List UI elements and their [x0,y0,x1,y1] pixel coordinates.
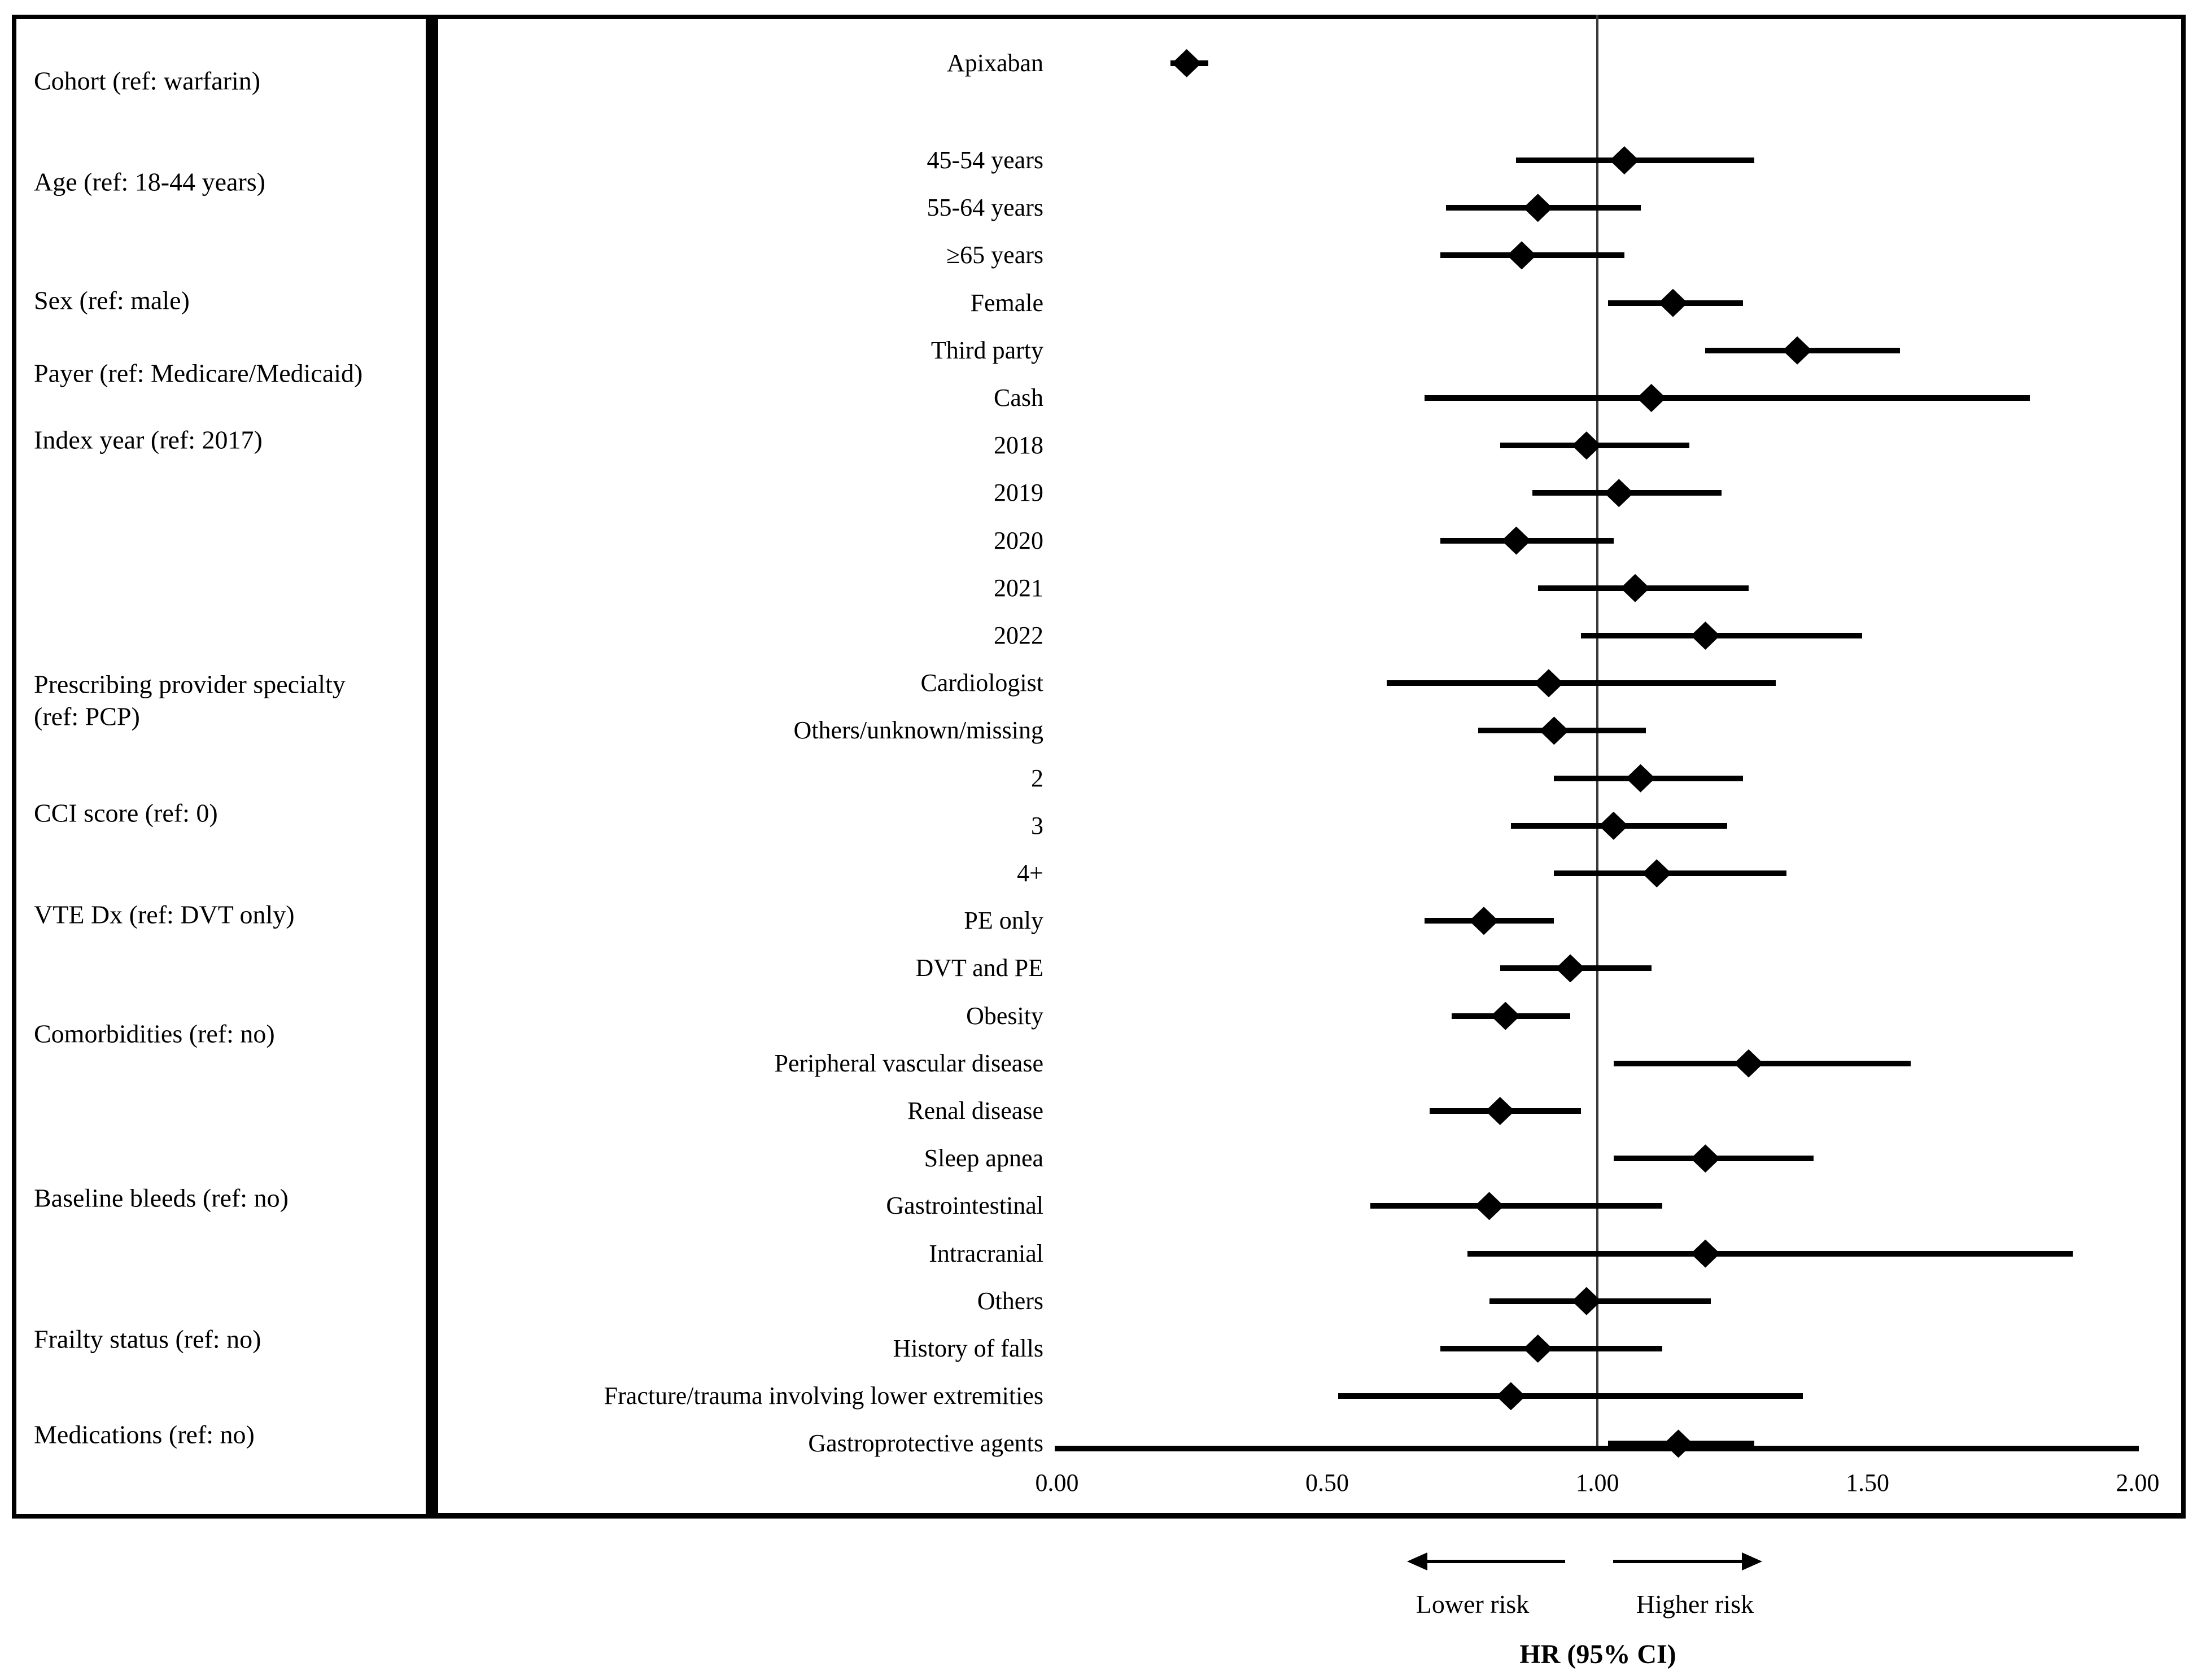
row-label: Gastrointestinal [886,1192,1043,1220]
lower-risk-label: Lower risk [1416,1590,1530,1618]
plot-panel [430,15,2186,1519]
x-tick-label: 1.50 [1846,1469,1889,1497]
higher-risk-label: Higher risk [1636,1590,1754,1618]
category-label: Cohort (ref: warfarin) [34,66,261,95]
lower-risk-arrowhead-icon [1407,1552,1427,1570]
row-label: Apixaban [946,49,1043,77]
category-label: Comorbidities (ref: no) [34,1019,275,1048]
ci-line [1338,1393,1803,1399]
category-label: Sex (ref: male) [34,285,190,314]
category-label: Index year (ref: 2017) [34,425,263,454]
lower-risk-arrow [1423,1560,1565,1563]
row-label: Peripheral vascular disease [774,1049,1043,1077]
row-label: ≥65 years [946,241,1043,269]
row-label: Gastroprotective agents [808,1429,1043,1458]
row-label: Fracture/trauma involving lower extremit… [604,1382,1043,1410]
row-label: 2019 [994,479,1043,507]
row-label: Others/unknown/missing [793,716,1043,745]
row-label: 2018 [994,431,1043,460]
row-label: Renal disease [907,1097,1043,1125]
x-tick-label: 1.00 [1575,1469,1619,1497]
row-label: 45-54 years [927,146,1044,174]
category-label: CCI score (ref: 0) [34,798,218,828]
category-label: VTE Dx (ref: DVT only) [34,900,295,929]
category-label: Baseline bleeds (ref: no) [34,1183,289,1213]
row-label: 2020 [994,526,1043,554]
row-label: Female [970,288,1043,317]
higher-risk-arrow [1613,1560,1745,1563]
x-axis-line [1055,1446,2139,1451]
x-tick-label: 2.00 [2116,1469,2160,1497]
ci-line [1467,1250,2073,1257]
row-label: Cardiologist [920,669,1043,697]
row-label: 2021 [994,574,1043,602]
row-label: 4+ [1017,859,1043,887]
category-label: Frailty status (ref: no) [34,1324,261,1354]
category-label: Payer (ref: Medicare/Medicaid) [34,358,363,388]
ci-line [1386,680,1776,686]
category-label: Medications (ref: no) [34,1420,255,1449]
row-label: Intracranial [929,1239,1043,1267]
row-label: Others [977,1287,1043,1315]
row-label: 2 [1031,764,1043,792]
x-axis-title: HR (95% CI) [1519,1639,1676,1669]
row-label: DVT and PE [915,954,1043,982]
category-label: Prescribing provider specialty (ref: PCP… [34,670,346,731]
row-label: 2022 [994,622,1043,649]
ci-line [1370,1203,1662,1209]
higher-risk-arrowhead-icon [1742,1552,1762,1570]
ci-line [1424,395,2030,401]
x-tick-label: 0.50 [1305,1469,1349,1497]
row-label: History of falls [893,1335,1043,1362]
row-label: Third party [931,336,1043,364]
x-tick-label: 0.00 [1035,1469,1079,1497]
ci-line [1581,633,1862,638]
row-label: Cash [994,384,1043,412]
category-panel [12,15,430,1519]
row-label: 55-64 years [927,194,1044,222]
category-label: Age (ref: 18-44 years) [34,167,265,196]
row-label: 3 [1031,811,1043,839]
row-label: Obesity [966,1001,1043,1030]
row-label: Sleep apnea [924,1144,1043,1172]
row-label: PE only [964,907,1043,935]
